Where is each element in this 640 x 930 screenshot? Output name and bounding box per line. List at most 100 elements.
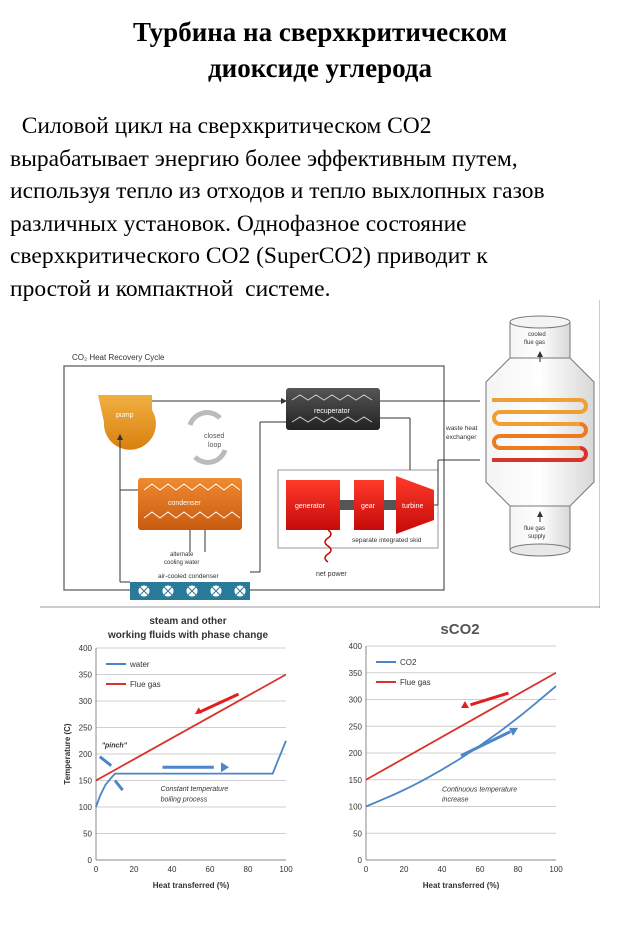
- y-tick-label: 350: [349, 669, 363, 678]
- gear: [354, 480, 384, 530]
- y-tick-label: 200: [79, 750, 93, 759]
- closed-loop-label: closed: [204, 433, 224, 440]
- legend-label: Flue gas: [130, 680, 161, 689]
- paragraph-line: Силовой цикл на сверхкритическом СО2: [10, 113, 432, 139]
- x-tick-label: 0: [364, 865, 369, 874]
- series-line-water: [95, 740, 287, 808]
- paragraph-line: сверхкритического СО2 (SuperCO2) приводи…: [10, 243, 488, 269]
- integrated-skid: generator gear turbine separate integrat…: [277, 469, 439, 549]
- y-axis-label: Temperature (C): [63, 723, 72, 785]
- y-tick-label: 300: [349, 696, 363, 705]
- flue-gas-arrow: [199, 692, 240, 713]
- annotation: Continuous temperature: [442, 787, 517, 794]
- pinch-label: "pinch": [102, 743, 128, 750]
- y-tick-label: 250: [349, 722, 363, 731]
- y-tick-label: 50: [83, 830, 92, 839]
- chart-title: working fluids with phase change: [107, 630, 268, 641]
- legend-label: water: [129, 660, 150, 669]
- closed-loop-icon: closed loop: [187, 410, 228, 465]
- y-tick-label: 0: [358, 856, 363, 865]
- recuperator: recuperator: [286, 388, 380, 430]
- legend-label: Flue gas: [400, 678, 431, 687]
- pump: pump: [98, 395, 156, 450]
- y-tick-label: 100: [349, 803, 363, 812]
- cooled-flue-gas-label: flue gas: [524, 340, 545, 346]
- co2-arrowhead: [509, 727, 518, 736]
- y-tick-label: 150: [79, 777, 93, 786]
- paragraph-line: используя тепло из отходов и тепло выхло…: [10, 178, 545, 204]
- turbine: [396, 476, 434, 534]
- pump-label: pump: [116, 412, 134, 419]
- y-tick-label: 0: [88, 856, 93, 865]
- x-tick-label: 80: [244, 865, 253, 874]
- legend-label: CO2: [400, 658, 417, 667]
- flue-gas-supply-label: flue gas: [524, 526, 545, 532]
- annotation: increase: [442, 797, 469, 804]
- x-tick-label: 20: [130, 865, 139, 874]
- description-paragraph: Силовой цикл на сверхкритическом СО2 выр…: [10, 110, 630, 305]
- y-tick-label: 50: [353, 829, 362, 838]
- x-axis-label: Heat transferred (%): [153, 881, 230, 890]
- pinch-arrow: [113, 779, 124, 791]
- turbine-label: turbine: [402, 503, 424, 510]
- water-arrowhead: [221, 762, 229, 773]
- closed-loop-label: loop: [208, 442, 221, 449]
- generator-label: generator: [295, 503, 326, 510]
- air-cooled-condenser: air-cooled condenser: [130, 573, 250, 600]
- cycle-box-title: CO₂ Heat Recovery Cycle: [72, 353, 165, 362]
- heat-recovery-diagram: CO₂ Heat Recovery Cycle pump closed loop…: [40, 300, 600, 608]
- series-line-flue-gas: [365, 671, 557, 781]
- x-tick-label: 100: [279, 865, 293, 874]
- gear-label: gear: [361, 503, 376, 510]
- x-tick-label: 60: [476, 865, 485, 874]
- x-tick-label: 100: [549, 865, 563, 874]
- whe-label: waste heat: [445, 425, 478, 432]
- x-tick-label: 60: [206, 865, 215, 874]
- chart-title: sCO2: [440, 621, 479, 638]
- air-condenser-label: air-cooled condenser: [158, 573, 220, 580]
- waste-heat-tower: cooled flue gas flue gas supply: [485, 315, 595, 557]
- paragraph-line: простой и компактной системе.: [10, 275, 331, 302]
- x-axis-label: Heat transferred (%): [423, 881, 500, 890]
- x-tick-label: 20: [400, 865, 409, 874]
- y-tick-label: 400: [79, 644, 93, 653]
- steam-chart: steam and other working fluids with phas…: [63, 616, 293, 890]
- y-tick-label: 200: [349, 749, 363, 758]
- co2-arrow: [460, 730, 512, 758]
- pinch-arrow: [98, 755, 113, 767]
- annotation: Constant temperature: [161, 786, 229, 793]
- net-power-label: net power: [316, 571, 347, 578]
- whe-label: exchanger: [446, 434, 477, 441]
- alt-cooling-label: cooling water: [164, 560, 199, 566]
- condenser-label: condenser: [168, 500, 201, 507]
- y-tick-label: 100: [79, 803, 93, 812]
- y-tick-label: 250: [79, 724, 93, 733]
- series-line-flue-gas: [95, 673, 287, 782]
- y-tick-label: 300: [79, 697, 93, 706]
- title-line-2: диоксиде углерода: [208, 53, 432, 83]
- title-line-1: Турбина на сверхкритическом: [133, 17, 507, 47]
- y-tick-label: 350: [79, 671, 93, 680]
- paragraph-line: вырабатывает энергию более эффективным п…: [10, 145, 518, 172]
- flue-gas-arrowhead: [194, 707, 202, 715]
- paragraph-line: различных установок. Однофазное состояни…: [10, 210, 467, 237]
- series-line-co2: [365, 685, 557, 808]
- y-tick-label: 150: [349, 776, 363, 785]
- flue-gas-arrowhead: [461, 701, 469, 709]
- flue-gas-supply-label: supply: [528, 534, 545, 540]
- x-tick-label: 0: [94, 865, 99, 874]
- x-tick-label: 40: [168, 865, 177, 874]
- generator: [286, 480, 340, 530]
- y-tick-label: 400: [349, 642, 363, 651]
- chart-title: steam and other: [149, 616, 226, 627]
- annotation: boiling process: [161, 797, 208, 804]
- x-tick-label: 80: [514, 865, 523, 874]
- alt-cooling-label: alternate: [170, 552, 194, 558]
- skid-label: separate integrated skid: [352, 537, 422, 544]
- recuperator-label: recuperator: [314, 408, 350, 415]
- page-title: Турбина на сверхкритическом диоксиде угл…: [0, 14, 640, 86]
- sco2-chart: sCO2 0 50 100 150 200 250 300 350 400 0 20 40 60 80 10…: [349, 621, 564, 890]
- cooled-flue-gas-label: cooled: [528, 332, 546, 338]
- condenser: condenser: [138, 478, 242, 530]
- flue-gas-arrow: [470, 691, 509, 707]
